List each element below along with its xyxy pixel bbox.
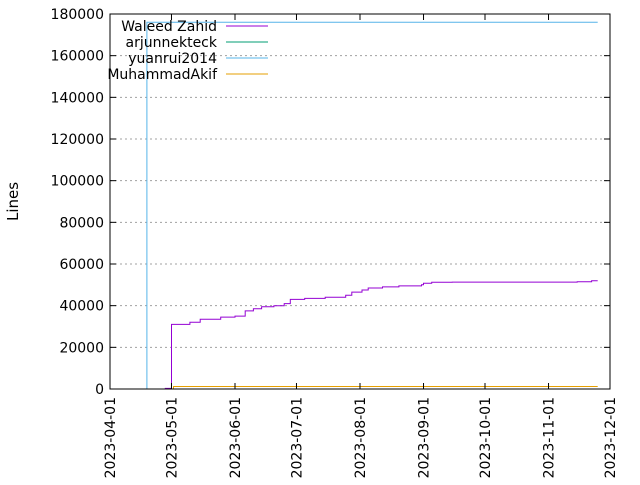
x-tick-label: 2023-11-01 xyxy=(542,397,558,478)
y-tick-label: 40000 xyxy=(59,299,104,315)
x-tick-label: 2023-10-01 xyxy=(478,397,494,478)
x-tick-label: 2023-12-01 xyxy=(603,397,619,478)
y-axis-ticks: 0 20000 40000 60000 80000 100000 120000 140000 1… xyxy=(51,7,610,398)
x-tick-label: 2023-09-01 xyxy=(417,397,433,478)
y-axis-label: Lines xyxy=(4,182,22,221)
y-tick-label: 60000 xyxy=(59,257,104,273)
y-tick-label: 0 xyxy=(95,382,104,398)
grid-lines xyxy=(110,55,610,348)
x-tick-label: 2023-07-01 xyxy=(289,397,305,478)
series-line-0 xyxy=(148,280,598,390)
legend: Waleed Zahidarjunnekteckyuanrui2014Muham… xyxy=(107,19,268,83)
legend-label: yuanrui2014 xyxy=(128,51,217,67)
y-tick-label: 120000 xyxy=(51,132,104,148)
x-tick-label: 2023-04-01 xyxy=(103,397,119,478)
y-tick-label: 180000 xyxy=(51,7,104,23)
x-tick-label: 2023-08-01 xyxy=(353,397,369,478)
y-tick-label: 160000 xyxy=(51,49,104,65)
x-axis-ticks: 2023-04-01 2023-05-01 2023-06-01 2023-07-01… xyxy=(103,14,619,478)
legend-label: arjunnekteck xyxy=(126,35,218,51)
y-tick-label: 140000 xyxy=(51,90,104,106)
y-tick-label: 80000 xyxy=(59,215,104,231)
x-tick-label: 2023-05-01 xyxy=(164,397,180,478)
legend-label: MuhammadAkif xyxy=(107,67,218,83)
y-tick-label: 20000 xyxy=(59,340,104,356)
legend-label: Waleed Zahid xyxy=(121,19,217,35)
y-tick-label: 100000 xyxy=(51,174,104,190)
x-tick-label: 2023-06-01 xyxy=(228,397,244,478)
